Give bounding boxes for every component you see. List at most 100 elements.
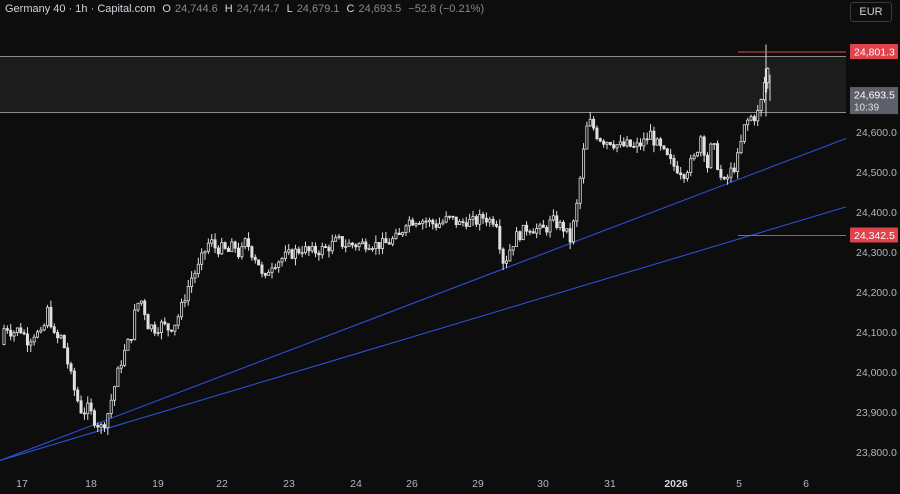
candle-body xyxy=(454,216,458,225)
candle-body xyxy=(116,367,120,388)
candle-body xyxy=(109,399,113,415)
candle-body xyxy=(444,215,448,223)
candle-body xyxy=(592,118,596,129)
candle-body xyxy=(183,300,187,303)
trendline-2 xyxy=(0,206,847,462)
candle-body xyxy=(62,334,66,349)
candle-body xyxy=(277,261,281,268)
candle-body xyxy=(290,249,294,259)
candle-body xyxy=(12,332,16,337)
candle-body xyxy=(764,68,768,93)
candle-body xyxy=(79,400,83,414)
candle-body xyxy=(511,246,515,251)
y-tick-label: 24,200.0 xyxy=(856,287,897,299)
candle-body xyxy=(565,228,569,232)
candle-body xyxy=(200,252,204,265)
candle-body xyxy=(689,158,693,173)
candle-body xyxy=(515,231,519,247)
candle-body xyxy=(387,242,391,245)
candle-body xyxy=(367,248,371,251)
candle-body xyxy=(568,228,572,243)
candle-body xyxy=(82,412,86,415)
candle-body xyxy=(421,220,425,225)
candle-body xyxy=(709,143,713,169)
candle-body xyxy=(180,302,184,318)
candle-body xyxy=(427,219,431,223)
candle-body xyxy=(417,223,421,225)
candle-body xyxy=(220,242,224,255)
high-value: 24,744.7 xyxy=(236,3,280,15)
candle-body xyxy=(615,144,619,149)
candle-body xyxy=(25,333,29,346)
candle-body xyxy=(370,248,374,250)
candle-body xyxy=(267,271,271,276)
currency-button[interactable]: EUR xyxy=(850,2,892,22)
level-tag-2 xyxy=(850,227,898,243)
candle-body xyxy=(649,130,653,140)
open-label: O xyxy=(162,3,171,15)
y-tick-label: 24,300.0 xyxy=(856,247,897,259)
candle-body xyxy=(561,221,565,232)
candle-body xyxy=(645,138,649,141)
candle-body xyxy=(72,370,76,391)
candle-body xyxy=(230,241,234,252)
candle-body xyxy=(622,141,626,147)
candle-body xyxy=(210,239,214,244)
close-value: 24,693.5 xyxy=(358,3,402,15)
candle-body xyxy=(384,238,388,244)
candle-body xyxy=(92,410,96,426)
candle-body xyxy=(642,138,646,147)
candle-body xyxy=(662,145,666,150)
candle-body xyxy=(236,247,240,258)
candle-body xyxy=(203,250,207,254)
candle-body xyxy=(103,424,107,429)
x-tick-label: 24 xyxy=(350,478,362,490)
candle-body xyxy=(488,218,492,223)
candle-body xyxy=(76,389,80,402)
candle-body xyxy=(468,218,472,227)
candle-body xyxy=(535,228,539,234)
candle-body xyxy=(424,220,428,223)
candle-body xyxy=(280,258,284,263)
candle-body xyxy=(153,324,157,334)
candle-body xyxy=(602,140,606,145)
candle-body xyxy=(39,329,43,333)
candle-body xyxy=(665,148,669,156)
candle-body xyxy=(702,136,706,156)
candle-body xyxy=(226,248,230,252)
candle-body xyxy=(605,142,609,145)
candle-body xyxy=(595,127,599,140)
candle-body xyxy=(478,214,482,225)
candle-body xyxy=(411,219,415,226)
candle-body xyxy=(618,141,622,146)
candle-body xyxy=(749,116,753,121)
candle-body xyxy=(307,246,311,252)
y-tick-label: 24,000.0 xyxy=(856,367,897,379)
candle-body xyxy=(739,140,743,154)
y-tick-label: 24,400.0 xyxy=(856,207,897,219)
x-tick-label: 31 xyxy=(604,478,616,490)
candle-body xyxy=(608,142,612,146)
y-tick-label: 23,900.0 xyxy=(856,407,897,419)
level-tag-label-2: 24,342.5 xyxy=(854,230,895,242)
y-tick-label: 24,500.0 xyxy=(856,167,897,179)
current-price-label: 24,693.5 xyxy=(854,90,895,102)
candle-body xyxy=(320,246,324,256)
resistance-zone xyxy=(0,56,846,113)
chart-legend-header: Germany 40 · 1h · Capital.com O 24,744.6 … xyxy=(5,3,484,15)
candle-body xyxy=(52,326,56,333)
candle-body xyxy=(176,316,180,326)
candle-body xyxy=(528,230,532,233)
candle-body xyxy=(692,155,696,160)
candle-body xyxy=(310,246,314,252)
candle-body xyxy=(518,231,522,241)
y-tick-label: 24,600.0 xyxy=(856,127,897,139)
candle-body xyxy=(287,249,291,253)
candle-body xyxy=(186,286,190,302)
candle-body xyxy=(350,242,354,246)
candle-body xyxy=(119,364,123,369)
candle-body xyxy=(441,221,445,225)
candle-body xyxy=(15,327,19,333)
candle-body xyxy=(129,338,133,341)
